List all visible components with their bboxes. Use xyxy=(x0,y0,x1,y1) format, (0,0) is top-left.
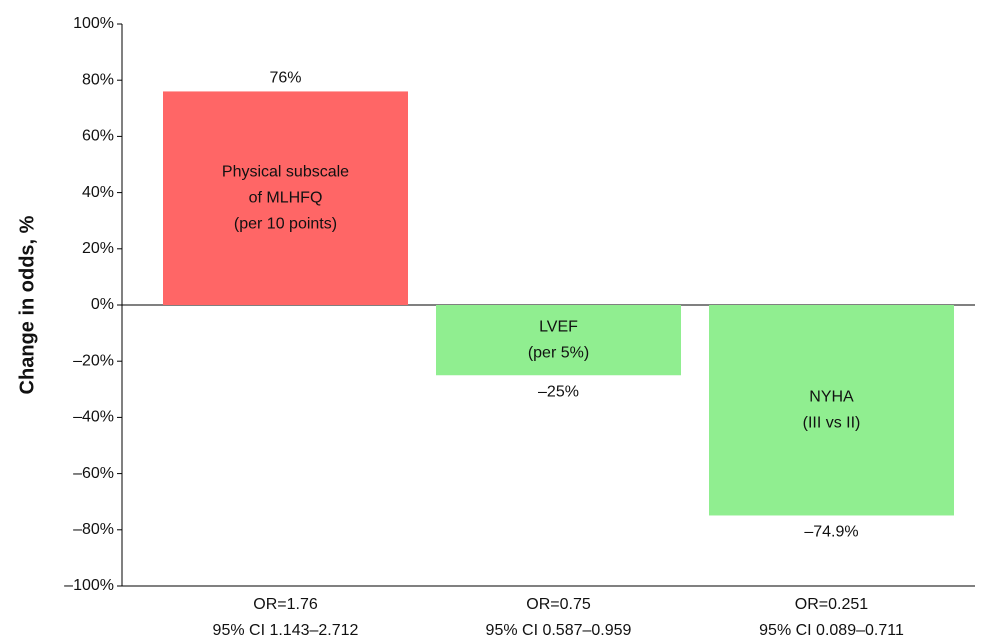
x-tick-label: 95% CI 0.587–0.959 xyxy=(486,622,632,637)
bar-label: (III vs II) xyxy=(803,414,861,431)
bar xyxy=(163,91,408,305)
y-tick-label: 100% xyxy=(73,15,114,32)
x-tick-label: 95% CI 1.143–2.712 xyxy=(213,622,359,637)
y-tick-label: 0% xyxy=(91,296,114,313)
y-tick-label: 40% xyxy=(82,184,114,201)
y-axis-title: Change in odds, % xyxy=(16,215,38,394)
x-tick-label: OR=0.251 xyxy=(795,596,868,613)
value-label: –74.9% xyxy=(804,524,858,541)
bar-label: Physical subscale xyxy=(222,163,349,180)
y-tick-label: –80% xyxy=(73,521,114,538)
bar xyxy=(709,305,954,516)
bar-label: (per 5%) xyxy=(528,344,589,361)
bar-label: (per 10 points) xyxy=(234,215,337,232)
bar-label: of MLHFQ xyxy=(249,189,323,206)
value-label: 76% xyxy=(269,70,301,87)
y-tick-label: –20% xyxy=(73,352,114,369)
bar xyxy=(436,305,681,376)
bar-label: LVEF xyxy=(539,318,578,335)
y-tick-label: 80% xyxy=(82,71,114,88)
x-tick-label: 95% CI 0.089–0.711 xyxy=(759,622,904,637)
bar-label: NYHA xyxy=(809,388,854,405)
y-tick-label: –60% xyxy=(73,465,114,482)
y-tick-label: 20% xyxy=(82,240,114,257)
x-tick-label: OR=0.75 xyxy=(526,596,591,613)
x-tick-label: OR=1.76 xyxy=(253,596,318,613)
y-tick-label: –40% xyxy=(73,409,114,426)
y-tick-label: 60% xyxy=(82,128,114,145)
y-tick-label: –100% xyxy=(64,577,114,594)
value-label: –25% xyxy=(538,383,579,400)
